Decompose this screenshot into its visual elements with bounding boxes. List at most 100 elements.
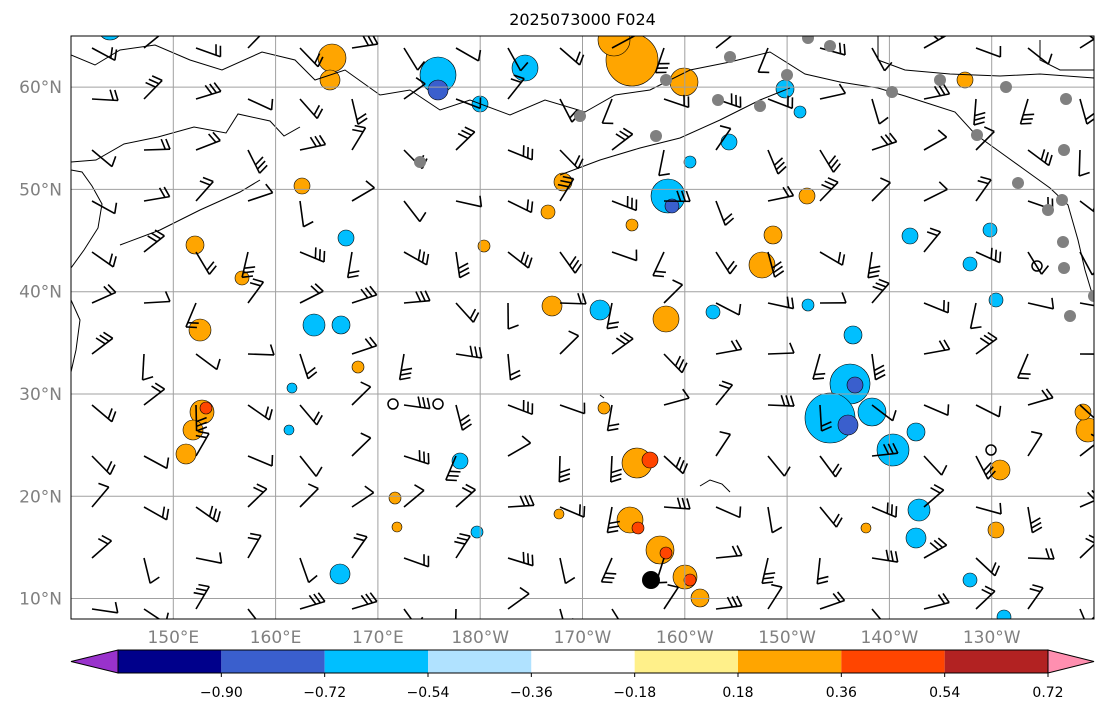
shaded-cell-2 [185,235,205,255]
coastline-4 [119,179,261,246]
station-dot [934,74,946,86]
station-dot [1057,236,1069,248]
wind-barb [299,557,318,584]
colorbar-segment [634,650,738,673]
wind-barb [143,382,166,406]
wind-barb [923,483,945,508]
wind-barb [871,132,898,151]
wind-barb [1079,251,1094,276]
wind-barb [1079,302,1094,307]
lon-label: 150°W [758,628,816,648]
wind-barb [1079,608,1094,619]
wind-barb [559,402,586,415]
wind-barb [91,251,117,268]
wind-barb [403,450,430,465]
shaded-cell-1 [100,36,120,41]
wind-barb [715,251,738,275]
station-dot [886,86,898,98]
shaded-cell-80 [553,508,565,520]
wind-barb [767,185,795,202]
wind-barb [611,608,620,619]
shaded-cell-42 [837,414,859,436]
wind-barb [507,145,534,161]
wind-barb [247,454,274,467]
wind-barb [819,42,846,56]
wind-barb [611,249,638,262]
wind-barb [143,557,160,584]
wind-barb [975,247,1002,264]
wind-barb [247,344,275,356]
wind-barb [819,149,841,173]
wind-barb [663,353,688,374]
station-dot [712,94,724,106]
wind-barb [299,98,324,120]
wind-barb [557,175,575,202]
wind-barb [507,74,525,100]
wind-barb [715,430,732,457]
shaded-cell-52 [597,401,611,415]
wind-barb [91,455,116,476]
wind-barb [975,455,996,480]
shading-layer [100,36,1094,619]
lon-label: 140°W [861,628,919,648]
wind-barb [195,552,223,564]
wind-barb [507,251,533,269]
wind-barb [351,381,372,406]
wind-barb [715,595,743,610]
wind-barb [91,534,113,559]
wind-barb [812,353,826,380]
wind-barb [247,278,265,304]
wind-barb [923,404,950,417]
wind-barb [1027,47,1053,65]
wind-barb [757,47,770,74]
wind-barb [195,505,221,523]
wind-barb [247,36,261,49]
wind-barb [91,89,119,102]
wind-barb [455,251,470,279]
shaded-cell-20 [664,198,680,214]
wind-barb [1079,404,1094,419]
wind-barb [663,455,689,475]
wind-barb [143,186,171,202]
shaded-cell-60 [683,573,697,587]
shaded-cell-46 [905,527,927,549]
wind-barb [143,455,170,470]
lon-label: 170°W [554,628,612,648]
wind-barb [455,97,482,110]
wind-barb [871,98,889,125]
colorbar-tick-label: −0.54 [407,685,450,701]
wind-barb [195,131,221,151]
shaded-cell-70 [331,315,351,335]
wind-barb [559,330,580,355]
latitude-labels: 10°N 20°N 30°N 40°N 50°N 60°N [19,78,62,609]
wind-barb [611,331,634,355]
colorbar-segment [841,650,945,673]
wind-barb [1079,98,1094,125]
wind-barb [299,283,324,304]
wind-barb [247,149,268,174]
wind-barb [403,77,426,100]
wind-barb [871,47,893,72]
colorbar-tick-label: −0.36 [510,685,553,701]
wind-barb [507,47,529,72]
wind-barb [247,98,274,111]
wind-barb [143,229,165,253]
storm-center-marker [642,571,660,589]
wind-barb [1027,297,1055,310]
shaded-cell-49 [987,521,1005,539]
wind-barb [558,455,571,483]
shaded-cell-72 [388,491,402,505]
colorbar-segment [531,650,635,673]
wind-barb [195,176,214,202]
wind-barb [816,557,829,585]
wind-barb [559,608,574,619]
wind-barb [398,353,413,381]
shaded-cell-63 [199,401,213,415]
wind-barb [715,36,733,49]
colorbar-tick-label: −0.72 [303,685,346,701]
shaded-cell-50 [1075,417,1094,443]
lat-label: 20°N [19,487,62,507]
station-dot [414,156,426,168]
station-dot [971,129,983,141]
wind-barb [195,44,222,58]
